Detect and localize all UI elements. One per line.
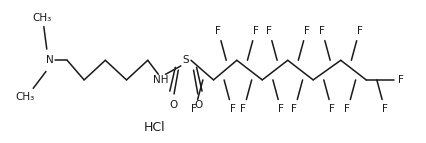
Text: NH: NH [153,75,168,85]
Text: HCl: HCl [143,121,164,134]
Text: F: F [252,26,258,36]
Text: F: F [356,26,362,36]
Text: F: F [328,104,334,114]
Text: CH₃: CH₃ [15,92,34,102]
Text: F: F [265,26,271,36]
Text: F: F [303,26,309,36]
Text: F: F [381,104,387,114]
Text: F: F [278,104,284,114]
Text: F: F [291,104,296,114]
Text: O: O [169,100,177,110]
Text: F: F [397,75,403,85]
Text: F: F [214,26,220,36]
Text: F: F [343,104,349,114]
Text: F: F [229,104,235,114]
Text: F: F [240,104,245,114]
Text: N: N [46,55,54,65]
Text: F: F [191,104,197,114]
Text: CH₃: CH₃ [32,13,51,23]
Text: O: O [194,100,202,110]
Text: S: S [182,55,189,65]
Text: F: F [318,26,324,36]
